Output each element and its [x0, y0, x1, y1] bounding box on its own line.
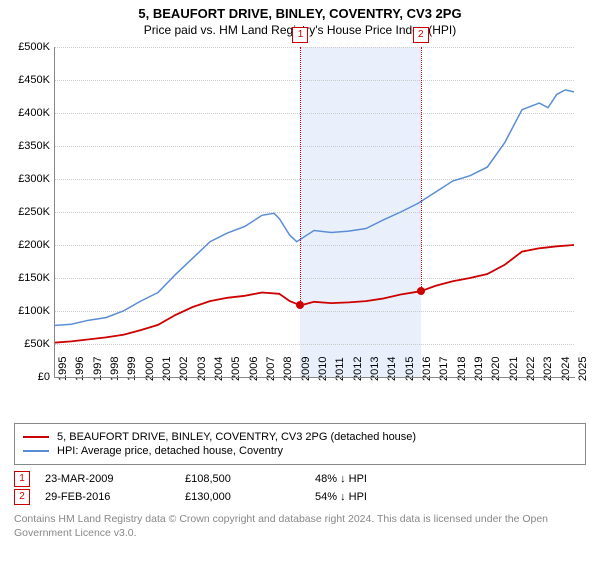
x-tick-label: 2014 — [386, 357, 398, 381]
x-tick-label: 2013 — [369, 357, 381, 381]
transaction-marker: 2 — [14, 489, 30, 505]
transactions-table: 1 23-MAR-2009£108,50048% ↓ HPI 2 29-FEB-201… — [14, 471, 586, 505]
marker-flag: 2 — [413, 27, 429, 43]
x-tick-label: 1996 — [74, 357, 86, 381]
x-tick-label: 2017 — [438, 357, 450, 381]
x-tick-label: 2010 — [317, 357, 329, 381]
marker-dot — [296, 301, 304, 309]
marker-guideline — [421, 47, 422, 291]
x-tick-label: 2025 — [577, 357, 589, 381]
transaction-vs-hpi: 54% ↓ HPI — [315, 491, 367, 503]
y-tick-label: £0 — [0, 371, 50, 383]
transaction-date: 23-MAR-2009 — [45, 473, 185, 485]
x-tick-label: 2018 — [456, 357, 468, 381]
line-series-svg — [54, 47, 574, 377]
y-tick-label: £50K — [0, 338, 50, 350]
legend-label: HPI: Average price, detached house, Cove… — [57, 445, 283, 457]
legend-row: 5, BEAUFORT DRIVE, BINLEY, COVENTRY, CV3… — [23, 431, 577, 443]
legend-label: 5, BEAUFORT DRIVE, BINLEY, COVENTRY, CV3… — [57, 431, 416, 443]
transaction-price: £130,000 — [185, 491, 315, 503]
x-tick-label: 1999 — [126, 357, 138, 381]
legend-swatch — [23, 436, 49, 438]
legend-panel: 5, BEAUFORT DRIVE, BINLEY, COVENTRY, CV3… — [14, 423, 586, 465]
series-price_paid — [54, 245, 574, 343]
y-tick-label: £100K — [0, 305, 50, 317]
transaction-row: 1 23-MAR-2009£108,50048% ↓ HPI — [14, 471, 586, 487]
x-tick-label: 2015 — [404, 357, 416, 381]
x-tick-label: 2016 — [421, 357, 433, 381]
x-tick-label: 2008 — [282, 357, 294, 381]
transaction-vs-hpi: 48% ↓ HPI — [315, 473, 367, 485]
x-tick-label: 2007 — [265, 357, 277, 381]
chart-title: 5, BEAUFORT DRIVE, BINLEY, COVENTRY, CV3… — [0, 6, 600, 21]
x-tick-label: 2012 — [352, 357, 364, 381]
legend-row: HPI: Average price, detached house, Cove… — [23, 445, 577, 457]
x-tick-label: 2011 — [334, 357, 346, 381]
x-tick-label: 2024 — [560, 357, 572, 381]
x-tick-label: 2021 — [508, 357, 520, 381]
attribution-text: Contains HM Land Registry data © Crown c… — [14, 513, 586, 540]
x-tick-label: 1997 — [92, 357, 104, 381]
x-tick-label: 2002 — [178, 357, 190, 381]
y-tick-label: £300K — [0, 173, 50, 185]
y-tick-label: £200K — [0, 239, 50, 251]
legend-swatch — [23, 450, 49, 452]
transaction-row: 2 29-FEB-2016£130,00054% ↓ HPI — [14, 489, 586, 505]
marker-guideline — [300, 47, 301, 305]
y-tick-label: £400K — [0, 107, 50, 119]
x-tick-label: 2001 — [161, 357, 173, 381]
x-tick-label: 2004 — [213, 357, 225, 381]
transaction-date: 29-FEB-2016 — [45, 491, 185, 503]
x-tick-label: 2003 — [196, 357, 208, 381]
x-tick-label: 1995 — [57, 357, 69, 381]
y-tick-label: £500K — [0, 41, 50, 53]
x-tick-label: 2023 — [542, 357, 554, 381]
marker-dot — [417, 287, 425, 295]
x-tick-label: 2020 — [490, 357, 502, 381]
chart-plot-area: 12 £0£50K£100K£150K£200K£250K£300K£350K£… — [54, 47, 574, 377]
transaction-price: £108,500 — [185, 473, 315, 485]
y-tick-label: £350K — [0, 140, 50, 152]
y-tick-label: £450K — [0, 74, 50, 86]
x-tick-label: 1998 — [109, 357, 121, 381]
x-tick-label: 2005 — [230, 357, 242, 381]
x-tick-label: 2009 — [300, 357, 312, 381]
y-tick-label: £150K — [0, 272, 50, 284]
series-hpi — [54, 90, 574, 326]
marker-flag: 1 — [292, 27, 308, 43]
y-tick-label: £250K — [0, 206, 50, 218]
x-tick-label: 2006 — [248, 357, 260, 381]
x-tick-label: 2019 — [473, 357, 485, 381]
x-tick-label: 2022 — [525, 357, 537, 381]
transaction-marker: 1 — [14, 471, 30, 487]
x-tick-label: 2000 — [144, 357, 156, 381]
